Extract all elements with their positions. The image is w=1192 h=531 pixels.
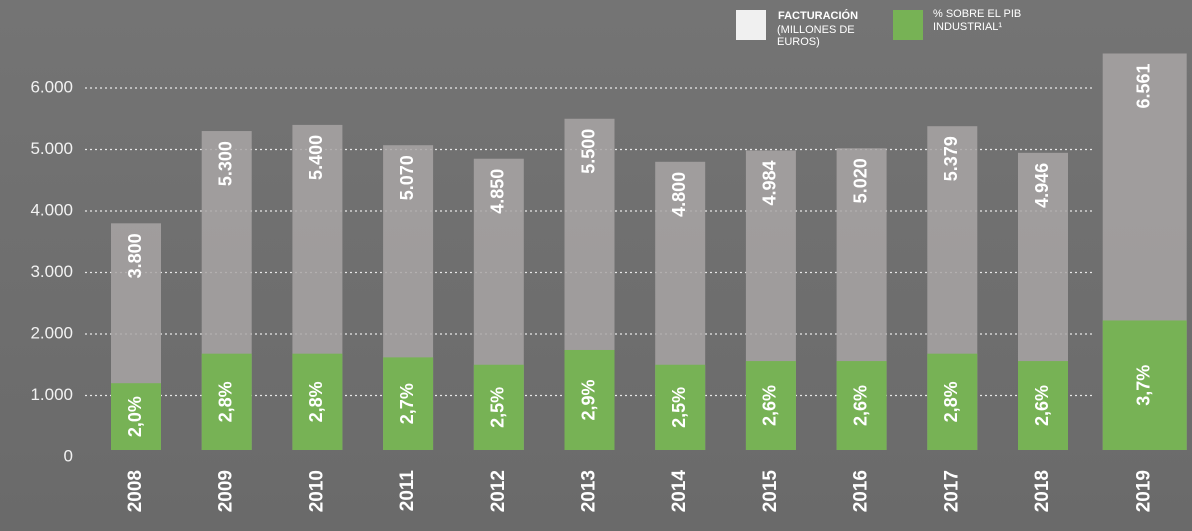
legend-label-box: % SOBRE EL PIB INDUSTRIAL¹	[933, 8, 1043, 44]
x-tick-label: 2016	[851, 470, 872, 512]
legend-unit-box: (MILLONES DE EUROS)	[777, 24, 887, 60]
value-label: 5.300	[215, 141, 235, 186]
value-label: 2,6%	[1032, 385, 1052, 426]
value-label: 2,0%	[125, 396, 145, 437]
x-tick-label: 2011	[397, 470, 418, 512]
value-label: 5.020	[850, 158, 870, 203]
legend-swatch	[893, 10, 923, 40]
legend-unit: (MILLONES DE EUROS)	[777, 24, 887, 48]
value-label: 5.500	[578, 129, 598, 174]
value-label: 4.800	[669, 172, 689, 217]
value-label: 2,8%	[215, 381, 235, 422]
value-label: 3.800	[125, 233, 145, 278]
value-label: 6.561	[1133, 63, 1153, 108]
y-tick-label: 0	[64, 446, 73, 465]
value-label: 5.400	[306, 135, 326, 180]
legend-swatch	[736, 10, 766, 40]
value-label: 2,8%	[306, 381, 326, 422]
y-tick-label: 4.000	[30, 200, 73, 219]
value-label: 4.984	[760, 160, 780, 205]
x-tick-label: 2013	[579, 470, 600, 512]
x-tick-label: 2010	[306, 470, 327, 512]
value-label: 4.850	[488, 169, 508, 214]
chart: FACTURACIÓN (MILLONES DE EUROS) % SOBRE …	[0, 0, 1192, 531]
y-tick-label: 1.000	[30, 385, 73, 404]
x-tick-label: 2019	[1134, 470, 1155, 512]
value-label: 4.946	[1032, 163, 1052, 208]
x-tick-label: 2014	[669, 470, 690, 513]
x-tick-label: 2009	[216, 470, 237, 512]
value-label: 2,7%	[397, 383, 417, 424]
y-tick-label: 2.000	[30, 323, 73, 342]
legend-label: % SOBRE EL PIB INDUSTRIAL¹	[933, 8, 1043, 34]
x-tick-label: 2008	[125, 470, 146, 512]
value-label: 2,6%	[760, 385, 780, 426]
value-label: 3,7%	[1133, 365, 1153, 406]
y-tick-label: 3.000	[30, 262, 73, 281]
value-label: 2,5%	[669, 387, 689, 428]
x-tick-label: 2018	[1032, 470, 1053, 512]
value-label: 5.379	[941, 136, 961, 181]
x-tick-label: 2017	[941, 470, 962, 512]
x-tick-label: 2012	[488, 470, 509, 512]
value-label: 2,9%	[578, 379, 598, 420]
value-label: 2,8%	[941, 381, 961, 422]
value-label: 2,6%	[850, 385, 870, 426]
value-label: 2,5%	[488, 387, 508, 428]
y-tick-label: 6.000	[30, 77, 73, 96]
x-tick-label: 2015	[760, 470, 781, 513]
legend-label: FACTURACIÓN	[778, 9, 858, 22]
value-label: 5.070	[397, 155, 417, 200]
y-tick-label: 5.000	[30, 139, 73, 158]
